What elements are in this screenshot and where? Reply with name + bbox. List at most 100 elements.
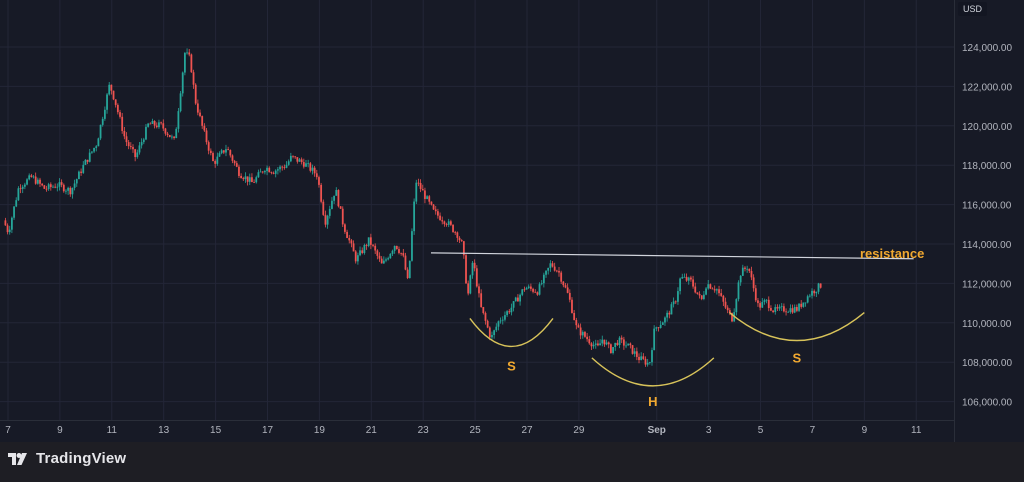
candle-body [17, 188, 20, 201]
brand-logo[interactable]: TradingView [8, 450, 126, 467]
candle-body [798, 303, 800, 311]
candle-body [402, 253, 405, 256]
candle-body [216, 156, 219, 164]
candle-body [354, 251, 357, 262]
candle-body [147, 123, 150, 127]
candle-body [607, 342, 610, 345]
candle-body [181, 72, 184, 94]
candle-body [581, 332, 584, 336]
candle-body [447, 221, 450, 225]
candle-body [519, 294, 521, 302]
y-tick-label: 114,000.00 [962, 240, 1012, 251]
candle-body [601, 339, 604, 344]
y-tick-label: 118,000.00 [962, 161, 1012, 172]
candle-body [73, 183, 76, 188]
y-tick-label: 120,000.00 [962, 122, 1012, 133]
candle-body [421, 188, 424, 191]
candle-body [731, 312, 733, 322]
candle-body [700, 295, 703, 299]
candle-body [233, 160, 236, 164]
candle-body [119, 112, 121, 117]
candle-body [720, 293, 723, 296]
candle-body [220, 150, 223, 154]
candle-body [467, 283, 470, 294]
candle-body [504, 315, 506, 320]
candle-body [19, 188, 22, 190]
candle-body [82, 164, 85, 173]
candle-body [116, 104, 119, 113]
currency-badge[interactable]: USD [958, 2, 988, 16]
candle-body [75, 179, 78, 184]
candle-body [558, 270, 560, 273]
candle-body [129, 146, 132, 148]
footer-bar [0, 442, 1024, 482]
candle-body [456, 232, 459, 238]
candle-body [47, 184, 50, 189]
candle-body [173, 136, 175, 139]
candle-body [783, 306, 785, 312]
x-tick-label: 23 [418, 425, 430, 436]
candle-body [380, 258, 383, 264]
candle-body [726, 307, 729, 311]
candle-body [633, 351, 636, 354]
x-tick-label: 7 [5, 425, 11, 436]
candle-body [225, 149, 227, 153]
candle-body [67, 187, 70, 191]
candle-body [739, 275, 742, 283]
candle-body [71, 187, 74, 195]
candle-body [640, 356, 643, 361]
candle-body [458, 237, 461, 241]
candle-body [718, 289, 720, 294]
candle-body [60, 182, 63, 185]
chart-panel[interactable]: 106,000.00 108,000.00 110,000.00 112,000.00… [0, 0, 1024, 442]
candle-body [160, 122, 163, 124]
candle-body [417, 182, 420, 184]
candle-body [346, 231, 348, 238]
candle-body [735, 299, 738, 313]
head-label: H [648, 394, 657, 409]
candle-body [231, 155, 234, 161]
candle-body [610, 344, 612, 354]
candle-body [257, 172, 260, 178]
candle-body [677, 291, 679, 302]
candle-body [164, 128, 167, 134]
candle-body [594, 343, 597, 345]
candle-body [532, 288, 534, 292]
candle-body [283, 167, 286, 169]
candle-body [110, 84, 113, 91]
candle-body [445, 224, 448, 225]
candle-body [471, 262, 474, 276]
candle-body [614, 342, 617, 348]
candle-body [395, 245, 398, 250]
candle-body [597, 343, 599, 346]
candle-body [88, 152, 91, 162]
candle-body [542, 274, 545, 284]
candle-body [746, 268, 749, 270]
candle-body [501, 319, 504, 321]
x-tick-label: Sep [648, 425, 666, 436]
candle-body [65, 190, 67, 192]
candle-body [36, 179, 39, 184]
candle-body [372, 244, 374, 246]
candle-body [413, 201, 416, 232]
candle-body [209, 150, 212, 154]
candle-body [795, 307, 798, 311]
candle-body [573, 312, 576, 321]
candle-body [127, 142, 130, 147]
candle-body [702, 294, 705, 299]
x-tick-label: 25 [470, 425, 482, 436]
candle-body [186, 52, 188, 54]
candle-body [430, 201, 433, 205]
candle-body [356, 255, 359, 262]
candle-body [599, 343, 601, 346]
candle-body [629, 343, 632, 346]
candle-body [326, 215, 329, 225]
price-chart[interactable]: 106,000.00 108,000.00 110,000.00 112,000.00… [0, 0, 1024, 442]
candle-body [568, 292, 571, 300]
candles-group [4, 48, 822, 367]
candle-body [549, 263, 552, 268]
candle-body [605, 342, 608, 345]
candle-body [752, 277, 755, 289]
candle-body [272, 172, 275, 174]
candle-body [437, 211, 439, 216]
